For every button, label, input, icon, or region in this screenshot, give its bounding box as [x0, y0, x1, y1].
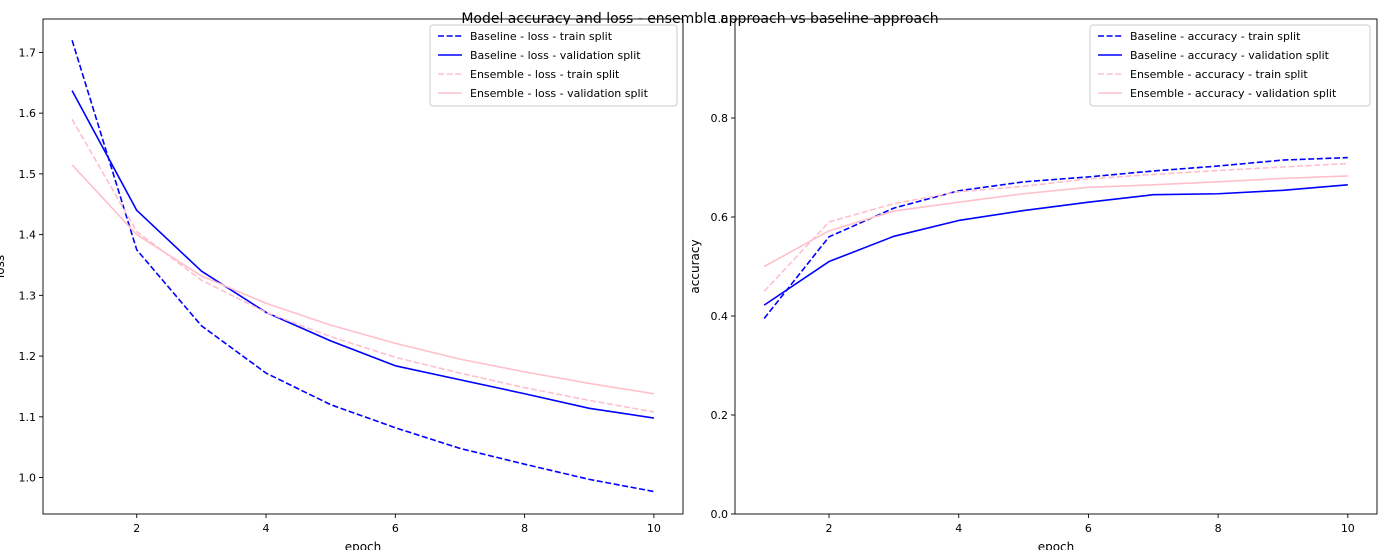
accuracy-chart: 2 4 6 8 10 0.0 0.2 0.4 0.6 0.8 1.0 epoch accuracy Bas…: [688, 13, 1378, 550]
x-tick-label: 2: [133, 522, 140, 535]
series-line-4: [71, 164, 655, 395]
legend-entry: Baseline - loss - train split: [470, 30, 613, 43]
y-tick-label: 1.0: [711, 13, 729, 26]
x-tick-label: 8: [1215, 522, 1222, 535]
series-line-2: [71, 90, 655, 419]
y-axis-label: accuracy: [688, 239, 702, 293]
legend: Baseline - loss - train split Baseline - …: [429, 24, 678, 107]
x-tick-label: 8: [521, 522, 528, 535]
y-tick-label: 1.5: [19, 168, 37, 181]
x-tick-label: 4: [955, 522, 962, 535]
x-tick-label: 10: [1341, 522, 1355, 535]
series-line-3: [71, 118, 655, 413]
series-line-1: [763, 156, 1348, 319]
chart-title: Model accuracy and loss - ensemble appro…: [461, 11, 938, 27]
x-tick-label: 6: [392, 522, 399, 535]
y-tick-label: 1.1: [19, 411, 37, 424]
y-tick-label: 0.4: [711, 310, 729, 323]
y-tick-label: 1.3: [19, 289, 37, 302]
series-line-4: [763, 175, 1348, 268]
x-tick-label: 4: [263, 522, 270, 535]
y-tick-label: 0.6: [711, 211, 729, 224]
y-axis-label: loss: [0, 255, 7, 278]
loss-chart: 2 4 6 8 10 1.0 1.1 1.2 1.3 1.4 1.5 1.6 1.7 epoch loss B…: [0, 18, 684, 550]
y-tick-label: 1.4: [19, 229, 37, 242]
y-tick-label: 1.2: [19, 350, 37, 363]
x-tick-label: 2: [826, 522, 833, 535]
y-tick-label: 1.7: [19, 46, 37, 59]
series-line-3: [763, 162, 1348, 292]
y-tick-label: 0.8: [711, 112, 729, 125]
y-tick-label: 1.6: [19, 107, 37, 120]
x-axis-label: epoch: [1038, 540, 1075, 550]
legend-entry: Ensemble - loss - train split: [470, 68, 620, 81]
legend-entry: Ensemble - accuracy - validation split: [1130, 87, 1337, 100]
y-tick-label: 0.2: [711, 409, 729, 422]
legend-entry: Baseline - accuracy - train split: [1130, 30, 1301, 43]
legend-entry: Baseline - accuracy - validation split: [1130, 49, 1330, 62]
axes-frame: [734, 18, 1378, 515]
legend-box: [1089, 24, 1371, 107]
legend-entry: Baseline - loss - validation split: [470, 49, 641, 62]
y-tick-label: 1.0: [19, 472, 37, 485]
series-line-1: [71, 40, 655, 493]
legend-box: [429, 24, 678, 107]
legend-entry: Ensemble - accuracy - train split: [1130, 68, 1308, 81]
x-tick-label: 10: [647, 522, 661, 535]
y-tick-label: 0.0: [711, 508, 729, 521]
legend-entry: Ensemble - loss - validation split: [470, 87, 649, 100]
x-axis-label: epoch: [345, 540, 382, 550]
axes-frame: [42, 18, 684, 515]
x-tick-label: 6: [1085, 522, 1092, 535]
legend: Baseline - accuracy - train split Baselin…: [1089, 24, 1371, 107]
series-line-2: [763, 184, 1348, 306]
